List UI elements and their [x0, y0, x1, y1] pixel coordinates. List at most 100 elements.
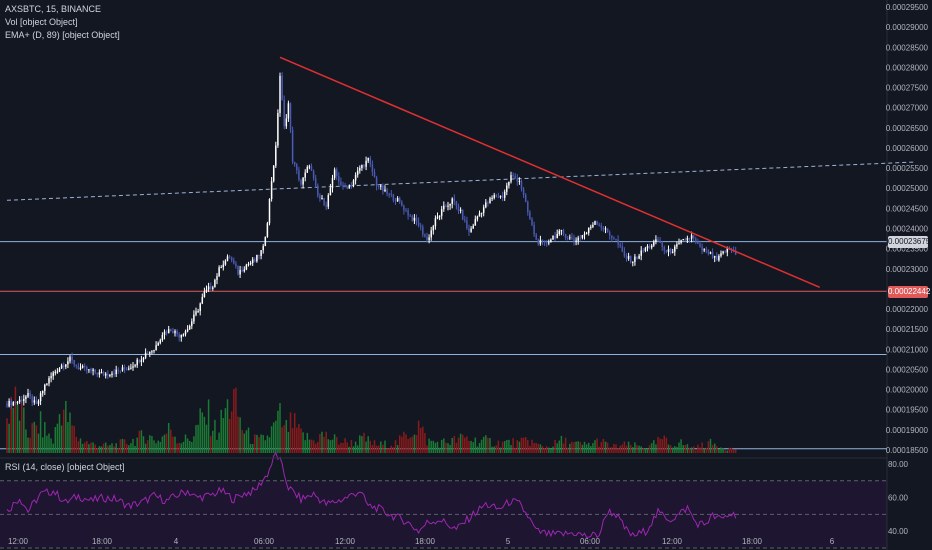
volume-bar — [434, 442, 437, 453]
volume-legend[interactable]: Vol [object Object] — [5, 17, 78, 27]
volume-bar — [464, 437, 466, 453]
candle-body — [703, 249, 705, 251]
ema-legend[interactable]: EMA+ (D, 89) [object Object] — [5, 30, 120, 40]
volume-bar — [174, 436, 176, 453]
volume-bar — [293, 413, 296, 453]
candle-body — [176, 330, 178, 335]
candle-body — [342, 185, 344, 187]
volume-bar — [701, 442, 703, 453]
candle-body — [149, 351, 151, 354]
volume-bar — [287, 431, 290, 453]
time-tick-label: 18:00 — [742, 537, 763, 546]
candle-body — [646, 246, 649, 249]
candle-body — [716, 256, 718, 261]
candle-body — [560, 230, 563, 232]
candle-body — [121, 367, 124, 371]
candle-body — [394, 200, 397, 202]
volume-bar — [359, 435, 361, 453]
candle-body — [283, 99, 285, 127]
candle-body — [323, 198, 325, 206]
volume-bar — [676, 446, 678, 453]
volume-bar — [699, 447, 701, 453]
volume-bar — [199, 408, 201, 453]
candle-body — [254, 259, 256, 262]
candle-body — [575, 240, 577, 242]
volume-bar — [663, 435, 666, 453]
volume-bar — [27, 437, 29, 453]
volume-bar — [41, 437, 44, 453]
volume-bar — [109, 445, 111, 453]
volume-bar — [157, 440, 159, 453]
volume-bar — [367, 436, 369, 453]
candle-body — [461, 209, 464, 220]
volume-bar — [304, 440, 306, 453]
volume-bar — [277, 410, 279, 453]
candle-body — [109, 375, 111, 377]
volume-bar — [617, 448, 619, 453]
volume-bar — [732, 449, 735, 453]
candle-body — [443, 205, 445, 210]
volume-bar — [184, 434, 187, 453]
candle-body — [71, 356, 73, 361]
candle-body — [596, 221, 598, 225]
volume-bar — [438, 447, 441, 453]
volume-bar — [111, 443, 113, 453]
candle-body — [180, 334, 183, 338]
candle-body — [363, 165, 365, 167]
volume-bar — [268, 437, 271, 453]
candle-body — [65, 364, 67, 367]
volume-bar — [657, 436, 659, 453]
rsi-legend[interactable]: RSI (14, close) [object Object] — [5, 462, 125, 472]
volume-bar — [447, 443, 449, 453]
volume-bar — [90, 442, 92, 453]
candle-body — [711, 252, 714, 258]
volume-bar — [233, 389, 235, 453]
volume-bar — [172, 436, 174, 453]
candle-body — [289, 103, 292, 131]
time-tick-label: 12:00 — [662, 537, 683, 546]
candle-body — [403, 205, 405, 211]
candle-body — [499, 195, 502, 198]
trendline-segment[interactable] — [279, 56, 820, 288]
volume-bar — [638, 445, 640, 453]
volume-bar — [270, 426, 273, 453]
candle-body — [697, 241, 699, 244]
volume-bar — [205, 424, 208, 453]
volume-bar — [31, 423, 33, 453]
volume-bar — [94, 444, 96, 453]
volume-bar — [100, 446, 103, 453]
time-axis[interactable]: 12:00 18:00 4 06:00 12:00 18:00 5 06:00 12:00 18:… — [8, 537, 835, 546]
volume-bar — [260, 434, 262, 453]
volume-bar — [692, 446, 695, 453]
volume-bar — [674, 446, 676, 453]
volume-bar — [644, 448, 647, 453]
price-tick-label: 0.00021000 — [886, 345, 929, 354]
volume-bar — [718, 448, 720, 453]
volume-bar — [449, 444, 451, 453]
volume-bar — [335, 437, 338, 453]
candle-body — [335, 169, 338, 177]
candle-body — [680, 240, 682, 243]
candle-body — [298, 170, 300, 180]
candle-body — [239, 269, 241, 275]
candle-body — [472, 225, 474, 229]
trendline[interactable] — [279, 56, 820, 288]
candle-body — [228, 256, 231, 258]
price-axis[interactable]: 0.00029500 0.00029000 0.00028500 0.00028000… — [886, 3, 929, 455]
candle-body — [415, 217, 418, 222]
candle-body — [203, 291, 206, 297]
volume-bar — [125, 443, 128, 453]
candle-body — [281, 75, 283, 100]
symbol-legend[interactable]: AXSBTC, 15, BINANCE — [5, 4, 102, 14]
candle-body — [543, 240, 546, 243]
rsi-axis[interactable]: 80.00 60.00 40.00 — [888, 460, 909, 536]
candle-body — [556, 233, 558, 239]
volume-bar — [493, 446, 495, 453]
candle-body — [676, 244, 678, 247]
volume-bar — [655, 444, 657, 453]
candle-body — [359, 168, 361, 171]
price-tick-label: 0.00028500 — [886, 43, 929, 52]
candle-body — [222, 264, 225, 268]
volume-bar — [615, 444, 617, 453]
